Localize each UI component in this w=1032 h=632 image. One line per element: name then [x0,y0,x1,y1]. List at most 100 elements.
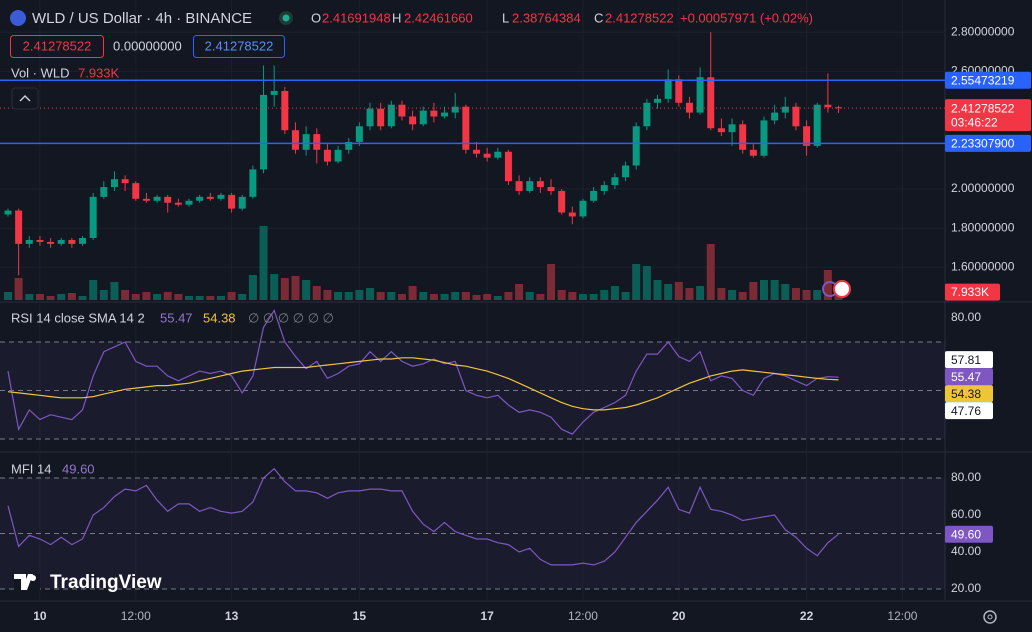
candle-body [142,198,150,201]
volume-bar [46,296,55,300]
last-price-label-bg [945,99,1031,132]
symbol-icon [10,10,26,26]
volume-bar [366,288,375,300]
sell-button[interactable] [10,35,104,58]
level-label: 2.55473219 [951,73,1015,87]
candle-body [132,183,140,199]
candle-body [696,77,704,113]
candle-body [792,106,800,127]
volume-bar [802,290,811,300]
x-tick-label: 15 [353,609,367,623]
volume-bar [440,294,449,300]
volume-bar [78,296,87,300]
candle-body [164,196,172,203]
candle-body [36,239,44,242]
x-tick-label: 12:00 [887,609,917,623]
ohlc-key: C [594,10,603,25]
volume-bar [14,278,23,300]
candle-body [217,194,225,199]
indicator-line [7,309,839,435]
settings-icon-center [987,614,993,620]
indicator-line [7,357,839,411]
band-upper-label-bg [945,351,993,369]
volume-bar [195,296,204,300]
ohlc-value: 2.41278522 [605,10,674,25]
candle-body [153,196,161,201]
band-upper-label: 57.81 [951,353,981,367]
mfi-legend: MFI 14 [11,461,51,476]
volume-bar [664,284,673,300]
volume-bar [153,294,162,300]
candle-body [281,91,289,131]
rsi-legend-icons: ∅ ∅ ∅ ∅ ∅ ∅ [248,310,334,325]
candle-body [121,179,129,184]
volume-bar [206,296,215,300]
volume-bar [344,292,353,300]
candle-body [68,239,76,244]
y-tick-label: 80.00 [951,310,981,324]
candle-body [643,102,651,127]
candle-body [57,239,65,244]
price-change: +0.00057971 (+0.02%) [680,10,813,25]
y-tick-label: 20.00 [951,581,981,595]
candle-body [526,181,534,191]
rsi-legend-value: 55.47 [160,310,193,325]
candle-body [717,128,725,133]
volume-bar [387,292,396,300]
buy-button[interactable] [193,35,285,58]
volume-bar [429,294,438,300]
volume-bar [696,286,705,300]
status-dot [282,14,290,22]
candle-body [206,196,214,199]
sma-value-label-bg [945,385,993,403]
settings-icon[interactable] [983,610,997,624]
volume-bar [536,294,545,300]
candle-body [781,106,789,113]
candle-body [622,165,630,178]
candle-body [494,151,502,158]
candle-body [4,210,12,215]
candle-body [291,130,299,150]
volume-bar [312,286,321,300]
volume-bar [174,294,183,300]
ohlc-key: O [311,10,321,25]
y-tick-label: 2.80000000 [951,24,1015,38]
volume-bar [259,226,268,300]
candle-body [835,107,843,109]
candle-body [185,200,193,205]
volume-bar [67,293,76,300]
volume-bar [280,278,289,300]
event-flag-icon[interactable] [833,280,851,298]
collapse-button[interactable] [11,87,39,110]
ohlc-value: 2.41691948 [322,10,391,25]
volume-bar [642,266,651,300]
candle-body [313,134,321,150]
volume-bar [408,286,417,300]
level-label: 2.23307900 [951,136,1015,150]
candle-body [366,108,374,127]
candle-body [803,126,811,146]
y-tick-label: 60.00 [951,507,981,521]
mfi-value-label: 49.60 [951,527,981,541]
candle-body [323,149,331,162]
candle-body [228,194,236,209]
symbol-title[interactable]: WLD / US Dollar · 4h · BINANCE [32,10,252,27]
ohlc-value: 2.42461660 [404,10,473,25]
volume-bar [568,292,577,300]
x-tick-label: 22 [800,609,814,623]
candle-body [451,106,459,113]
candle-body [515,181,523,191]
rsi-value-label: 55.47 [951,370,981,384]
indicator-line [7,467,839,566]
x-tick-label: 12:00 [121,609,151,623]
candle-body [462,106,470,150]
ohlc-key: L [502,10,509,25]
volume-bar [238,294,247,300]
level-label-bg [945,134,1031,152]
x-tick-label: 13 [225,609,239,623]
candle-body [387,104,395,127]
volume-bar [493,296,502,300]
candle-body [749,149,757,156]
